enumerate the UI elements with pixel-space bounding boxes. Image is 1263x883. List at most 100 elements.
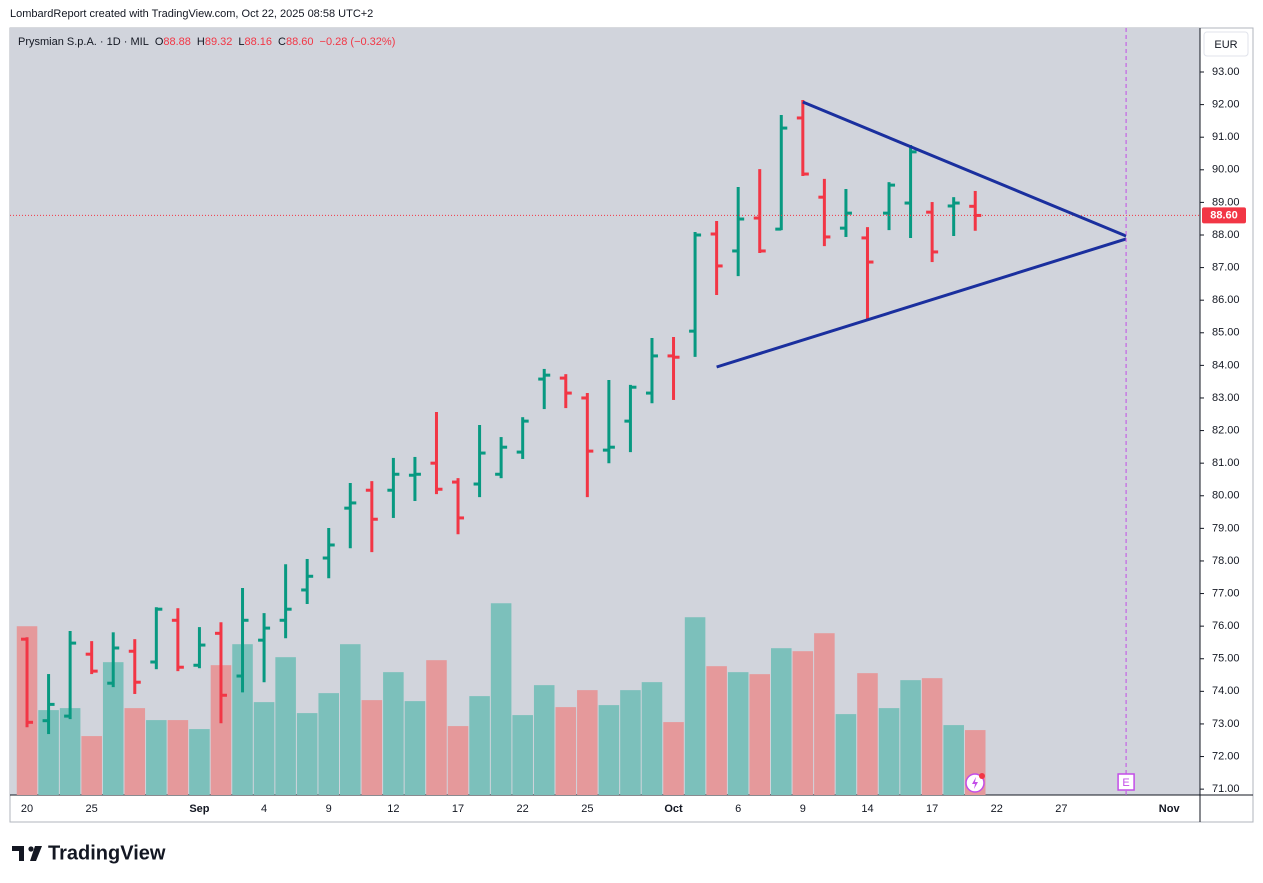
legend-label: H (197, 36, 205, 48)
y-tick-label: 85.00 (1212, 327, 1240, 339)
volume-bar (210, 665, 232, 795)
volume-bar (641, 682, 663, 795)
volume-bar (102, 662, 124, 795)
volume-bar (340, 644, 361, 795)
legend-change: −0.28 (−0.32%) (320, 36, 396, 48)
volume-bar (318, 693, 340, 795)
y-tick-label: 76.00 (1212, 620, 1240, 632)
volume-bar (835, 714, 857, 795)
volume-bar (383, 672, 404, 795)
legend-label: L (238, 36, 244, 48)
y-tick-label: 86.00 (1212, 294, 1240, 306)
volume-bar (253, 702, 275, 795)
y-tick-label: 84.00 (1212, 359, 1240, 371)
x-tick-label: 25 (86, 803, 98, 815)
volume-bar (490, 603, 512, 795)
x-tick-label: 17 (452, 803, 464, 815)
y-tick-label: 71.00 (1212, 783, 1240, 795)
y-tick-label: 78.00 (1212, 555, 1240, 567)
brand: TradingView (48, 842, 166, 864)
x-tick-label: 6 (735, 803, 741, 815)
y-tick-label: 73.00 (1212, 718, 1240, 730)
y-tick-label: 82.00 (1212, 424, 1240, 436)
icon-bolt[interactable] (972, 777, 978, 789)
legend-value: 88.16 (245, 36, 273, 48)
icon-dot[interactable] (979, 773, 985, 779)
y-tick-label: 80.00 (1212, 490, 1240, 502)
plot-area (10, 28, 1200, 795)
legend-label: O (155, 36, 164, 48)
volume-bar (447, 726, 469, 795)
x-tick-label: 14 (861, 803, 873, 815)
price-label-box (1202, 207, 1246, 224)
volume-bar (706, 666, 727, 795)
volume-bar (361, 700, 383, 795)
volume-bar (555, 707, 577, 795)
volume-bar (577, 690, 598, 795)
volume-bar (426, 660, 447, 795)
legend-value: 89.32 (205, 36, 233, 48)
volume-bar (684, 617, 706, 795)
volume-bar (663, 722, 684, 795)
x-tick-label: Nov (1159, 803, 1181, 815)
x-tick-label: 22 (517, 803, 529, 815)
x-tick-label: 17 (926, 803, 938, 815)
legend-label: C (278, 36, 286, 48)
event-label: E (1122, 777, 1129, 789)
y-tick-label: 81.00 (1212, 457, 1240, 469)
x-tick-label: 25 (581, 803, 593, 815)
volume-bar (296, 713, 318, 795)
currency-box[interactable] (1203, 31, 1249, 57)
volume-bar (792, 651, 814, 795)
y-tick-label: 75.00 (1212, 653, 1240, 665)
y-tick-label: 92.00 (1212, 99, 1240, 111)
y-tick-label: 88.00 (1212, 229, 1240, 241)
volume-bar (921, 678, 943, 795)
volume-bar (857, 673, 878, 795)
volume-bar (512, 715, 533, 795)
legend-value: 88.88 (163, 36, 191, 48)
y-tick-label: 79.00 (1212, 522, 1240, 534)
logo-mark (12, 846, 31, 861)
volume-bar (124, 708, 146, 795)
volume-bar (38, 710, 59, 795)
volume-bar (878, 708, 900, 795)
symbol: Prysmian S.p.A. · 1D · MIL (18, 36, 149, 48)
y-tick-label: 90.00 (1212, 164, 1240, 176)
volume-bar (275, 657, 296, 795)
header: LombardReport created with TradingView.c… (10, 8, 373, 20)
live-icon[interactable] (965, 773, 985, 793)
volume-bar (59, 708, 81, 795)
volume-bar (189, 729, 210, 795)
volume-bar (943, 725, 964, 795)
x-tick-label: 12 (387, 803, 399, 815)
y-tick-label: 77.00 (1212, 587, 1240, 599)
x-tick-label: 9 (326, 803, 332, 815)
y-tick-label: 93.00 (1212, 66, 1240, 78)
volume-bar (469, 696, 490, 795)
event-box (1117, 773, 1135, 791)
x-tick-label: 27 (1055, 803, 1067, 815)
y-tick-label: 83.00 (1212, 392, 1240, 404)
plot: E (10, 28, 1200, 795)
x-tick-label: Sep (189, 803, 209, 815)
x-tick-label: 22 (991, 803, 1003, 815)
x-tick-label: 9 (800, 803, 806, 815)
y-tick-label: 91.00 (1212, 131, 1240, 143)
logo-slash (30, 846, 42, 861)
volume-bar (749, 674, 771, 795)
y-tick-label: 89.00 (1212, 196, 1240, 208)
brand-logo: TradingView (12, 842, 166, 864)
x-tick-label: Oct (664, 803, 683, 815)
legend: Prysmian S.p.A. · 1D · MIL O88.88 H89.32 L8… (18, 36, 395, 48)
volume-bar (81, 736, 102, 795)
y-tick-label: 74.00 (1212, 685, 1240, 697)
currency[interactable]: EUR (1214, 39, 1237, 51)
price-label: 88.60 (1210, 209, 1238, 221)
volume-bar (620, 690, 641, 795)
volume-bar (404, 701, 426, 795)
legend-value: 88.60 (286, 36, 314, 48)
volume-bar (146, 720, 167, 795)
